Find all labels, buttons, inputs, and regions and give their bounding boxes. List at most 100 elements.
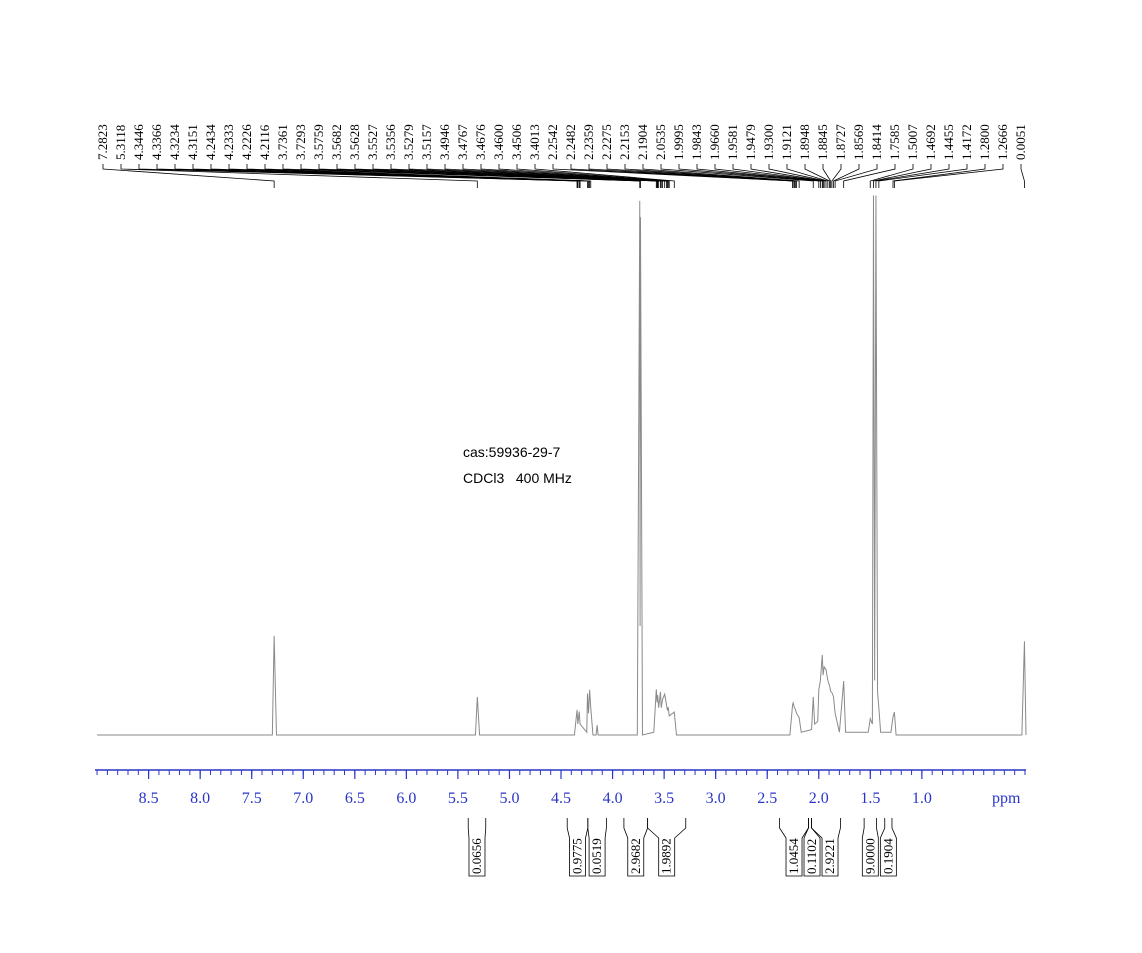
peak-label: 3.5759 [311,124,326,160]
x-tick-label: 2.5 [757,790,777,807]
peak-leader [120,164,478,188]
peak-leader [833,164,860,188]
spectrum-line [97,195,1027,736]
peak-label: 3.5682 [329,124,344,160]
peak-label: 1.9843 [689,124,704,160]
integral-value: 2.9221 [822,838,837,874]
peak-leader [408,164,662,188]
integral-bracket [623,818,649,877]
integral-bracket [879,818,897,877]
peak-label: 0.0051 [1013,124,1028,160]
peak-label: 3.7361 [275,124,290,160]
x-tick-label: 2.0 [809,790,829,807]
x-tick-label: 7.0 [293,790,313,807]
peak-label: 3.7293 [293,124,308,160]
peak-leader [606,164,796,188]
integral-bracket [587,818,607,877]
peak-leader [696,164,821,188]
peak-label: 3.5279 [401,124,416,160]
integral-value: 0.1102 [804,839,819,874]
integral-value: 0.9775 [570,838,585,874]
peak-leader [873,164,932,188]
peak-leader [834,164,878,188]
peak-label: 4.2434 [203,124,218,160]
x-tick-label: 3.5 [654,790,674,807]
integral-bracket [811,818,841,877]
x-tick-label: 6.0 [396,790,416,807]
x-tick-label: 1.0 [912,790,932,807]
peak-label: 4.3151 [185,124,200,160]
peak-leader [462,164,667,188]
integral-value: 0.0656 [469,838,484,874]
peak-label: 4.2333 [221,124,236,160]
integral-value: 1.9892 [659,838,674,874]
peak-leader [843,164,896,188]
peak-label: 1.9479 [743,124,758,160]
integral-value: 1.0454 [786,838,801,874]
peak-leader [1020,164,1025,188]
peak-leader [831,164,842,188]
peak-label: 1.2666 [995,124,1010,160]
integral-bracket [647,818,687,877]
peak-leader [878,164,968,188]
integral-bracket [566,818,589,877]
peak-label: 7.2823 [95,124,110,160]
peak-leader [534,164,675,188]
peak-leader [624,164,797,188]
integral-bracket [467,818,487,877]
peak-leader [192,164,581,188]
peak-leader [390,164,661,188]
peak-label: 2.2275 [599,124,614,160]
peak-leader [426,164,663,188]
peak-leader [678,164,820,188]
peak-label: 5.3118 [113,125,128,160]
x-tick-label: 8.0 [190,790,210,807]
peak-leader [732,164,824,188]
x-tick-label: 1.5 [860,790,880,807]
peak-leader [750,164,825,188]
x-tick-label: 4.5 [551,790,571,807]
peak-label: 3.4013 [527,124,542,160]
x-tick-label: 7.5 [242,790,262,807]
integral-bracket [861,818,879,877]
peak-label: 1.9660 [707,124,722,160]
peak-label: 2.2542 [545,124,560,160]
x-tick-label: 5.0 [499,790,519,807]
peak-leader [893,164,1004,188]
integral-value: 0.0519 [589,838,604,874]
peak-label: 2.0535 [653,124,668,160]
x-tick-label: 5.5 [448,790,468,807]
x-axis-label: ppm [992,790,1021,807]
peak-label: 4.3234 [167,124,182,160]
x-tick-label: 8.5 [139,790,159,807]
peak-label: 1.9121 [779,124,794,160]
peak-leader [768,164,827,188]
peak-label: 4.2116 [257,124,272,160]
peak-label: 3.5527 [365,124,380,160]
peak-leader [660,164,814,188]
peak-leader [869,164,914,188]
peak-label: 3.5628 [347,124,362,160]
x-tick-label: 6.5 [345,790,365,807]
peak-leader [822,164,832,188]
peak-label: 1.8727 [833,124,848,160]
x-tick-label: 3.0 [706,790,726,807]
peak-leader [804,164,831,188]
peak-leader [264,164,592,188]
peak-label: 2.2153 [617,124,632,160]
integral-value: 0.1904 [880,838,895,874]
peak-label: 3.4676 [473,124,488,160]
peak-label: 1.5007 [905,124,920,160]
peak-leader [570,164,794,188]
peak-label: 1.9300 [761,124,776,160]
peak-leader [786,164,829,188]
peak-leader [714,164,823,188]
peak-label: 1.9581 [725,124,740,160]
peak-label: 1.2800 [977,124,992,160]
peak-leader [516,164,670,188]
peak-label: 4.3446 [131,124,146,160]
peak-leader [444,164,666,188]
peak-label: 1.8414 [869,124,884,160]
peak-leader [875,164,950,188]
peak-leader [480,164,668,188]
